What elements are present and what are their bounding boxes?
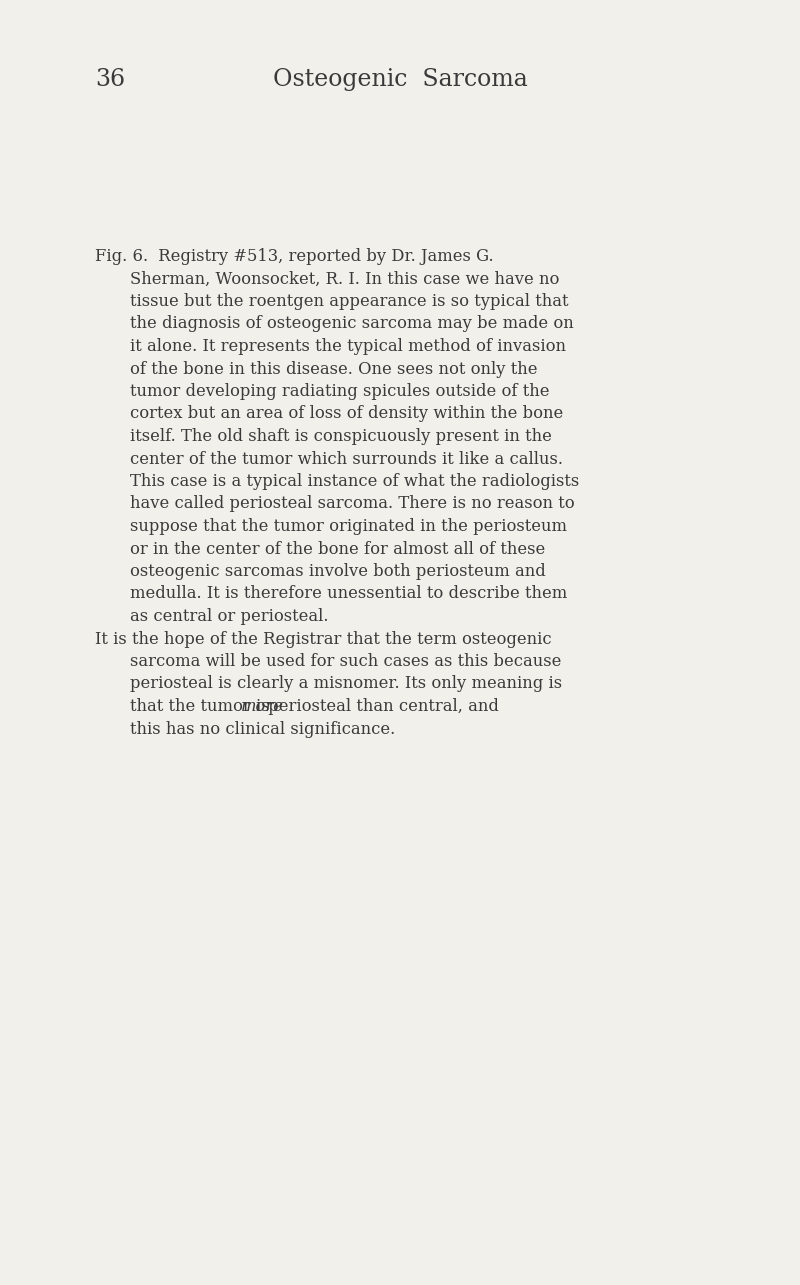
Text: Fig. 6.: Fig. 6. [95,248,148,265]
Text: itself. The old shaft is conspicuously present in the: itself. The old shaft is conspicuously p… [130,428,552,445]
Text: this has no clinical significance.: this has no clinical significance. [130,721,395,738]
Text: suppose that the tumor originated in the periosteum: suppose that the tumor originated in the… [130,518,567,535]
Text: center of the tumor which surrounds it like a callus.: center of the tumor which surrounds it l… [130,451,563,468]
Text: sarcoma will be used for such cases as this because: sarcoma will be used for such cases as t… [130,653,562,669]
Text: It is the hope of the Registrar that the term osteogenic: It is the hope of the Registrar that the… [95,631,552,648]
Text: Sherman, Woonsocket, R. I. In this case we have no: Sherman, Woonsocket, R. I. In this case … [130,271,559,288]
Text: 36: 36 [95,68,125,91]
Text: periosteal is clearly a misnomer. Its only meaning is: periosteal is clearly a misnomer. Its on… [130,676,562,693]
Text: This case is a typical instance of what the radiologists: This case is a typical instance of what … [130,473,579,490]
Text: have called periosteal sarcoma. There is no reason to: have called periosteal sarcoma. There is… [130,496,574,513]
Text: osteogenic sarcomas involve both periosteum and: osteogenic sarcomas involve both periost… [130,563,546,580]
Text: or in the center of the bone for almost all of these: or in the center of the bone for almost … [130,541,546,558]
Text: that the tumor is: that the tumor is [130,698,275,714]
Text: Osteogenic  Sarcoma: Osteogenic Sarcoma [273,68,527,91]
Text: medulla. It is therefore unessential to describe them: medulla. It is therefore unessential to … [130,586,567,603]
Text: more: more [241,698,284,714]
Text: tumor developing radiating spicules outside of the: tumor developing radiating spicules outs… [130,383,550,400]
Text: it alone. It represents the typical method of invasion: it alone. It represents the typical meth… [130,338,566,355]
Text: of the bone in this disease. One sees not only the: of the bone in this disease. One sees no… [130,361,538,378]
Text: tissue but the roentgen appearance is so typical that: tissue but the roentgen appearance is so… [130,293,569,310]
Text: as central or periosteal.: as central or periosteal. [130,608,329,625]
Text: the diagnosis of osteogenic sarcoma may be made on: the diagnosis of osteogenic sarcoma may … [130,316,574,333]
Text: Registry #513, reported by Dr. James G.: Registry #513, reported by Dr. James G. [153,248,494,265]
Text: periosteal than central, and: periosteal than central, and [263,698,499,714]
Text: cortex but an area of loss of density within the bone: cortex but an area of loss of density wi… [130,406,563,423]
